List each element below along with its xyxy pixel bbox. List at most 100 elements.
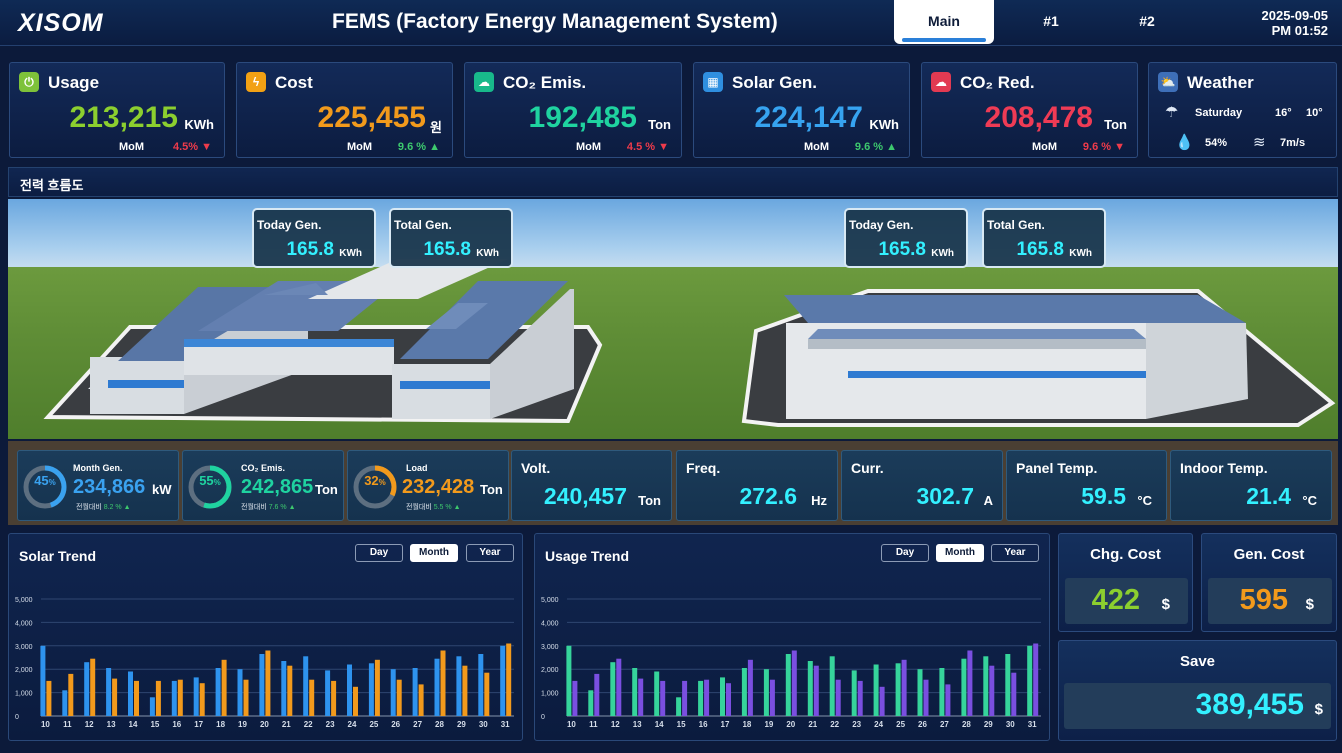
bar-series-1 bbox=[177, 679, 183, 716]
x-tick-label: 10 bbox=[41, 720, 50, 729]
metric-volt: Volt. 240,457 Ton bbox=[511, 450, 672, 521]
metric-unit: Ton bbox=[638, 493, 661, 508]
bar-series-1 bbox=[660, 680, 666, 716]
gauge-label: CO₂ Emis. bbox=[241, 463, 286, 473]
metric-label: Panel Temp. bbox=[1016, 460, 1098, 476]
bar-series-1 bbox=[221, 659, 227, 716]
right-total-gen-box: Total Gen. 165.8 KWh bbox=[982, 208, 1106, 268]
cost-title: Save bbox=[1179, 653, 1216, 670]
month-button[interactable]: Month bbox=[410, 544, 458, 562]
x-tick-label: 31 bbox=[1028, 720, 1037, 729]
bar-series-1 bbox=[331, 680, 337, 716]
arrow-up-icon: ▲ bbox=[886, 141, 897, 153]
gen-label: Today Gen. bbox=[849, 218, 914, 232]
x-tick-label: 28 bbox=[962, 720, 971, 729]
weather-icon: ⛅ bbox=[1158, 72, 1178, 92]
gauge-ring bbox=[23, 465, 67, 509]
year-button[interactable]: Year bbox=[991, 544, 1039, 562]
bar-series-0 bbox=[390, 669, 396, 716]
weather-title: Weather bbox=[1187, 73, 1254, 92]
gauge-label: Month Gen. bbox=[73, 463, 123, 473]
bar-series-0 bbox=[128, 671, 133, 716]
wind-icon: ≋ bbox=[1253, 134, 1266, 151]
bar-series-1 bbox=[1011, 672, 1017, 716]
gen-value: 165.8 bbox=[878, 239, 926, 260]
bar-series-0 bbox=[84, 662, 90, 716]
kpi-value: 208,478 bbox=[984, 101, 1093, 134]
bar-series-1 bbox=[112, 678, 118, 716]
section-title: 전력 흐름도 bbox=[20, 178, 84, 193]
x-tick-label: 22 bbox=[304, 720, 313, 729]
gen-unit: KWh bbox=[1069, 248, 1092, 259]
panel-title: Usage Trend bbox=[545, 548, 630, 564]
bar-series-0 bbox=[434, 658, 440, 716]
kpi-mom-label: MoM bbox=[346, 141, 372, 153]
bar-series-1 bbox=[1033, 643, 1039, 716]
month-button[interactable]: Month bbox=[936, 544, 984, 562]
gen-unit: KWh bbox=[931, 248, 954, 259]
bar-series-1 bbox=[440, 650, 446, 716]
y-tick-label: 4,000 bbox=[15, 620, 33, 627]
bar-series-1 bbox=[879, 686, 885, 717]
bar-series-0 bbox=[610, 662, 616, 716]
bar-series-0 bbox=[237, 669, 243, 716]
cost-box: 422 $ bbox=[1065, 578, 1188, 624]
bar-series-0 bbox=[895, 663, 901, 716]
x-tick-label: 24 bbox=[874, 720, 883, 729]
y-tick-label: 5,000 bbox=[541, 597, 559, 604]
gauge-unit: Ton bbox=[480, 482, 503, 497]
metric-label: Indoor Temp. bbox=[1180, 460, 1268, 476]
x-tick-label: 23 bbox=[852, 720, 861, 729]
x-tick-label: 24 bbox=[348, 720, 357, 729]
bar-series-0 bbox=[500, 645, 506, 716]
tab-1[interactable]: #1 bbox=[1043, 13, 1059, 29]
metric-unit: A bbox=[983, 493, 993, 508]
metric-value: 59.5 bbox=[1081, 483, 1126, 509]
kpi-title: CO₂ Emis. bbox=[503, 73, 587, 92]
bar-series-1 bbox=[945, 684, 951, 716]
x-tick-label: 13 bbox=[633, 720, 642, 729]
bar-series-1 bbox=[572, 680, 578, 716]
x-tick-label: 16 bbox=[699, 720, 708, 729]
weather-wind: 7m/s bbox=[1280, 137, 1306, 149]
bar-series-1 bbox=[791, 650, 797, 716]
kpi-mom-label: MoM bbox=[118, 141, 144, 153]
bar-series-0 bbox=[720, 677, 725, 716]
left-total-gen-box: Total Gen. 165.8 KWh bbox=[389, 208, 513, 268]
gen-value: 165.8 bbox=[1016, 239, 1064, 260]
metric-value: 21.4 bbox=[1246, 483, 1291, 509]
day-button[interactable]: Day bbox=[881, 544, 929, 562]
app-header: XISOM FEMS (Factory Energy Management Sy… bbox=[0, 0, 1342, 46]
solar-trend-panel: Solar Trend Day Month Year 0 1,000 2,000 3,… bbox=[8, 533, 523, 741]
weather-high: 16° bbox=[1275, 107, 1292, 119]
x-tick-label: 12 bbox=[611, 720, 620, 729]
kpi-mom-label: MoM bbox=[575, 141, 601, 153]
right-factory bbox=[784, 295, 1248, 419]
bar-series-1 bbox=[747, 659, 753, 716]
datetime: 2025-09-05 PM 01:52 bbox=[1262, 8, 1329, 38]
x-tick-label: 13 bbox=[107, 720, 116, 729]
kpi-mom-value: 4.5 % ▼ bbox=[626, 141, 669, 153]
arrow-up-icon: ▲ bbox=[288, 504, 296, 511]
bar-series-1 bbox=[813, 665, 819, 716]
bar-series-0 bbox=[654, 671, 660, 716]
bar-series-1 bbox=[967, 650, 973, 716]
gen-label: Total Gen. bbox=[987, 218, 1045, 232]
bar-series-0 bbox=[281, 661, 287, 716]
x-tick-label: 15 bbox=[150, 720, 159, 729]
tab-2[interactable]: #2 bbox=[1139, 13, 1155, 29]
bar-series-1 bbox=[484, 672, 490, 716]
tab-main[interactable]: Main bbox=[894, 0, 994, 44]
x-tick-label: 20 bbox=[260, 720, 269, 729]
bar-series-0 bbox=[62, 690, 68, 716]
bar-series-1 bbox=[243, 679, 249, 716]
gauge-label: Load bbox=[406, 463, 428, 473]
x-tick-label: 26 bbox=[918, 720, 927, 729]
x-tick-label: 14 bbox=[655, 720, 664, 729]
kpi-unit: KWh bbox=[184, 117, 214, 132]
year-button[interactable]: Year bbox=[466, 544, 514, 562]
cost-unit: $ bbox=[1305, 596, 1314, 613]
y-tick-label: 1,000 bbox=[15, 691, 33, 698]
day-button[interactable]: Day bbox=[355, 544, 403, 562]
x-tick-label: 15 bbox=[677, 720, 686, 729]
